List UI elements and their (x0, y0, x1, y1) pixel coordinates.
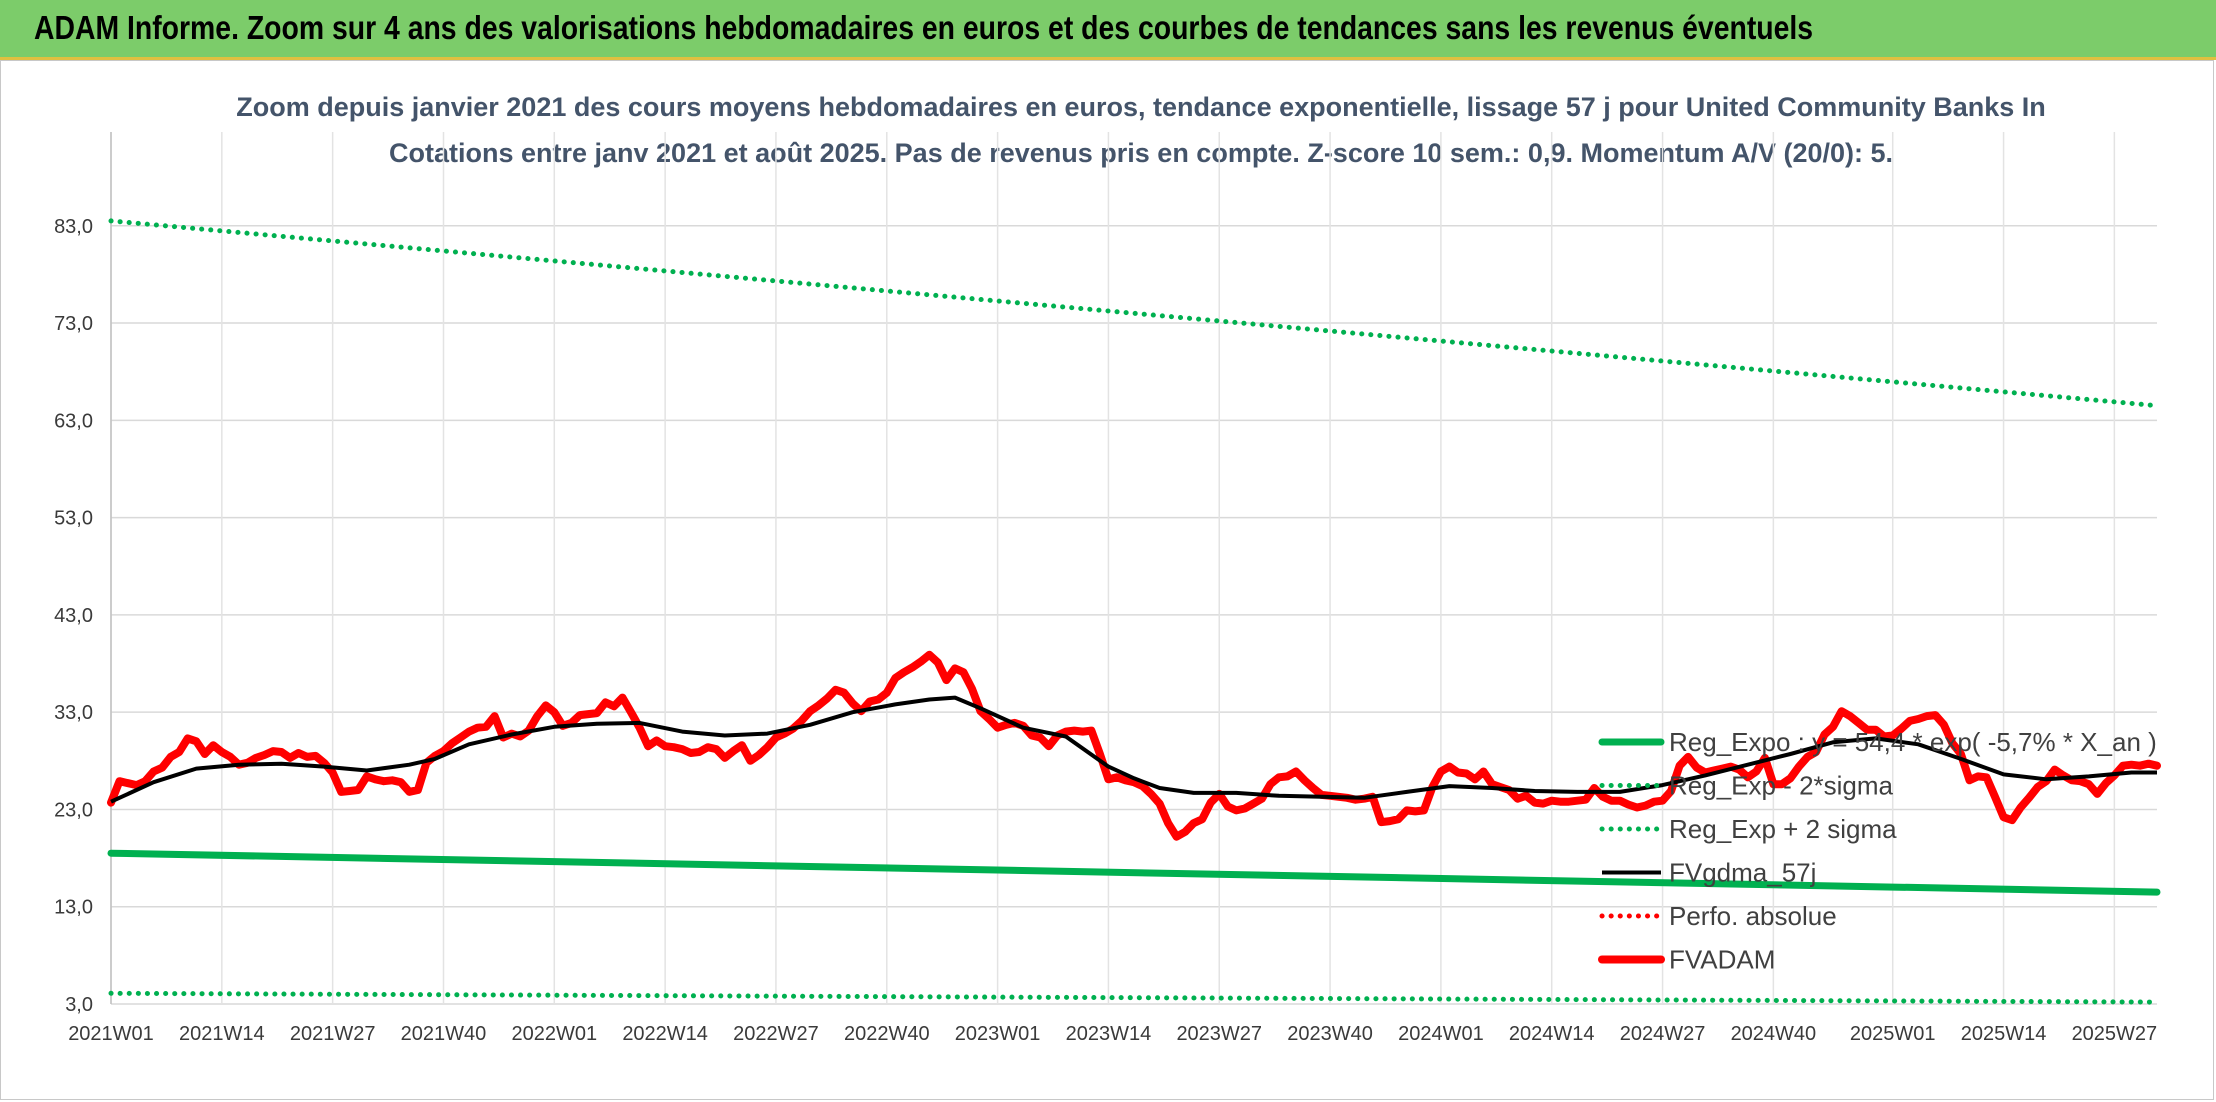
y-tick-label: 3,0 (65, 994, 93, 1016)
x-tick-label: 2024W40 (1731, 1023, 1817, 1045)
x-tick-label: 2024W01 (1398, 1023, 1484, 1045)
y-tick-label: 33,0 (54, 702, 93, 724)
reg-exp-minus-2sigma-line (108, 990, 2160, 1005)
x-tick-label: 2021W01 (68, 1023, 154, 1045)
y-tick-label: 53,0 (54, 508, 93, 530)
x-tick-label: 2022W01 (511, 1023, 597, 1045)
y-tick-label: 23,0 (54, 799, 93, 821)
chart-subtitle-line-2: Cotations entre janv 2021 et août 2025. … (389, 138, 1893, 168)
y-axis: 83,0 73,0 63,0 53,0 43,0 33,0 23,0 13,0 3,0 (54, 216, 93, 1016)
x-tick-label: 2024W14 (1509, 1023, 1595, 1045)
chart-subtitle-line-1: Zoom depuis janvier 2021 des cours moyen… (236, 92, 2046, 122)
chart-frame (0, 60, 2214, 1100)
legend-label: Reg_Expo : y = 54,4 * exp( -5,7% * X_an … (1669, 727, 2157, 757)
x-tick-label: 2021W27 (290, 1023, 376, 1045)
x-tick-label: 2022W27 (733, 1023, 819, 1045)
x-tick-label: 2025W01 (1850, 1023, 1936, 1045)
x-tick-label: 2024W27 (1620, 1023, 1706, 1045)
x-tick-label: 2023W14 (1066, 1023, 1152, 1045)
x-tick-label: 2025W27 (2072, 1023, 2158, 1045)
x-tick-label: 2021W40 (401, 1023, 487, 1045)
legend-label: FVgdma_57j (1669, 858, 1816, 888)
x-tick-label: 2023W01 (955, 1023, 1041, 1045)
legend-label: Reg_Exp - 2*sigma (1669, 771, 1894, 801)
x-tick-label: 2023W27 (1176, 1023, 1262, 1045)
reg-exp-plus-2sigma-line (108, 218, 2160, 409)
x-tick-label: 2025W14 (1961, 1023, 2047, 1045)
legend-label: Reg_Exp + 2 sigma (1669, 814, 1897, 844)
x-axis: 2021W01 2021W14 2021W27 2021W40 2022W01 2022W… (68, 1023, 2157, 1045)
x-tick-label: 2022W14 (622, 1023, 708, 1045)
fvgdma-57j-line (110, 695, 2157, 804)
legend: Reg_Expo : y = 54,4 * exp( -5,7% * X_an … (1598, 727, 2157, 975)
x-tick-label: 2023W40 (1287, 1023, 1373, 1045)
x-tick-label: 2021W14 (179, 1023, 265, 1045)
y-tick-label: 83,0 (54, 216, 93, 238)
report-title: ADAM Informe. Zoom sur 4 ans des valoris… (34, 9, 1814, 46)
legend-label: FVADAM (1669, 945, 1775, 975)
fvadam-line (107, 650, 2161, 841)
y-tick-label: 73,0 (54, 313, 93, 335)
y-tick-label: 63,0 (54, 410, 93, 432)
y-tick-label: 13,0 (54, 897, 93, 919)
report-banner: ADAM Informe. Zoom sur 4 ans des valoris… (0, 0, 2216, 60)
series-lines (107, 218, 2161, 1005)
legend-label: Perfo. absolue (1669, 901, 1837, 931)
reg-expo-line (107, 849, 2161, 896)
x-tick-label: 2022W40 (844, 1023, 930, 1045)
y-tick-label: 43,0 (54, 605, 93, 627)
gridlines (110, 132, 2157, 1005)
